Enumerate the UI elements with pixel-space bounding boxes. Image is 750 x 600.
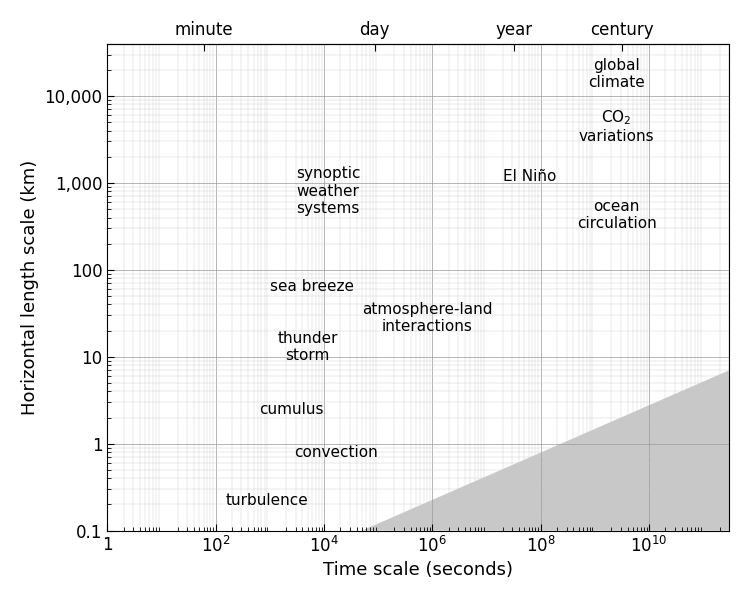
Text: cumulus: cumulus xyxy=(260,401,324,416)
Polygon shape xyxy=(107,44,362,530)
Text: convection: convection xyxy=(294,445,378,460)
Text: CO$_2$
variations: CO$_2$ variations xyxy=(579,108,654,144)
Text: atmosphere-land
interactions: atmosphere-land interactions xyxy=(362,302,492,334)
Text: sea breeze: sea breeze xyxy=(270,278,354,293)
Y-axis label: Horizontal length scale (km): Horizontal length scale (km) xyxy=(21,160,39,415)
Polygon shape xyxy=(362,370,729,530)
Text: ocean
circulation: ocean circulation xyxy=(577,199,656,231)
Text: global
climate: global climate xyxy=(588,58,645,90)
X-axis label: Time scale (seconds): Time scale (seconds) xyxy=(323,561,513,579)
Text: synoptic
weather
systems: synoptic weather systems xyxy=(296,166,361,216)
Text: thunder
storm: thunder storm xyxy=(278,331,338,363)
Text: El Niño: El Niño xyxy=(503,169,556,184)
Text: turbulence: turbulence xyxy=(225,493,308,508)
